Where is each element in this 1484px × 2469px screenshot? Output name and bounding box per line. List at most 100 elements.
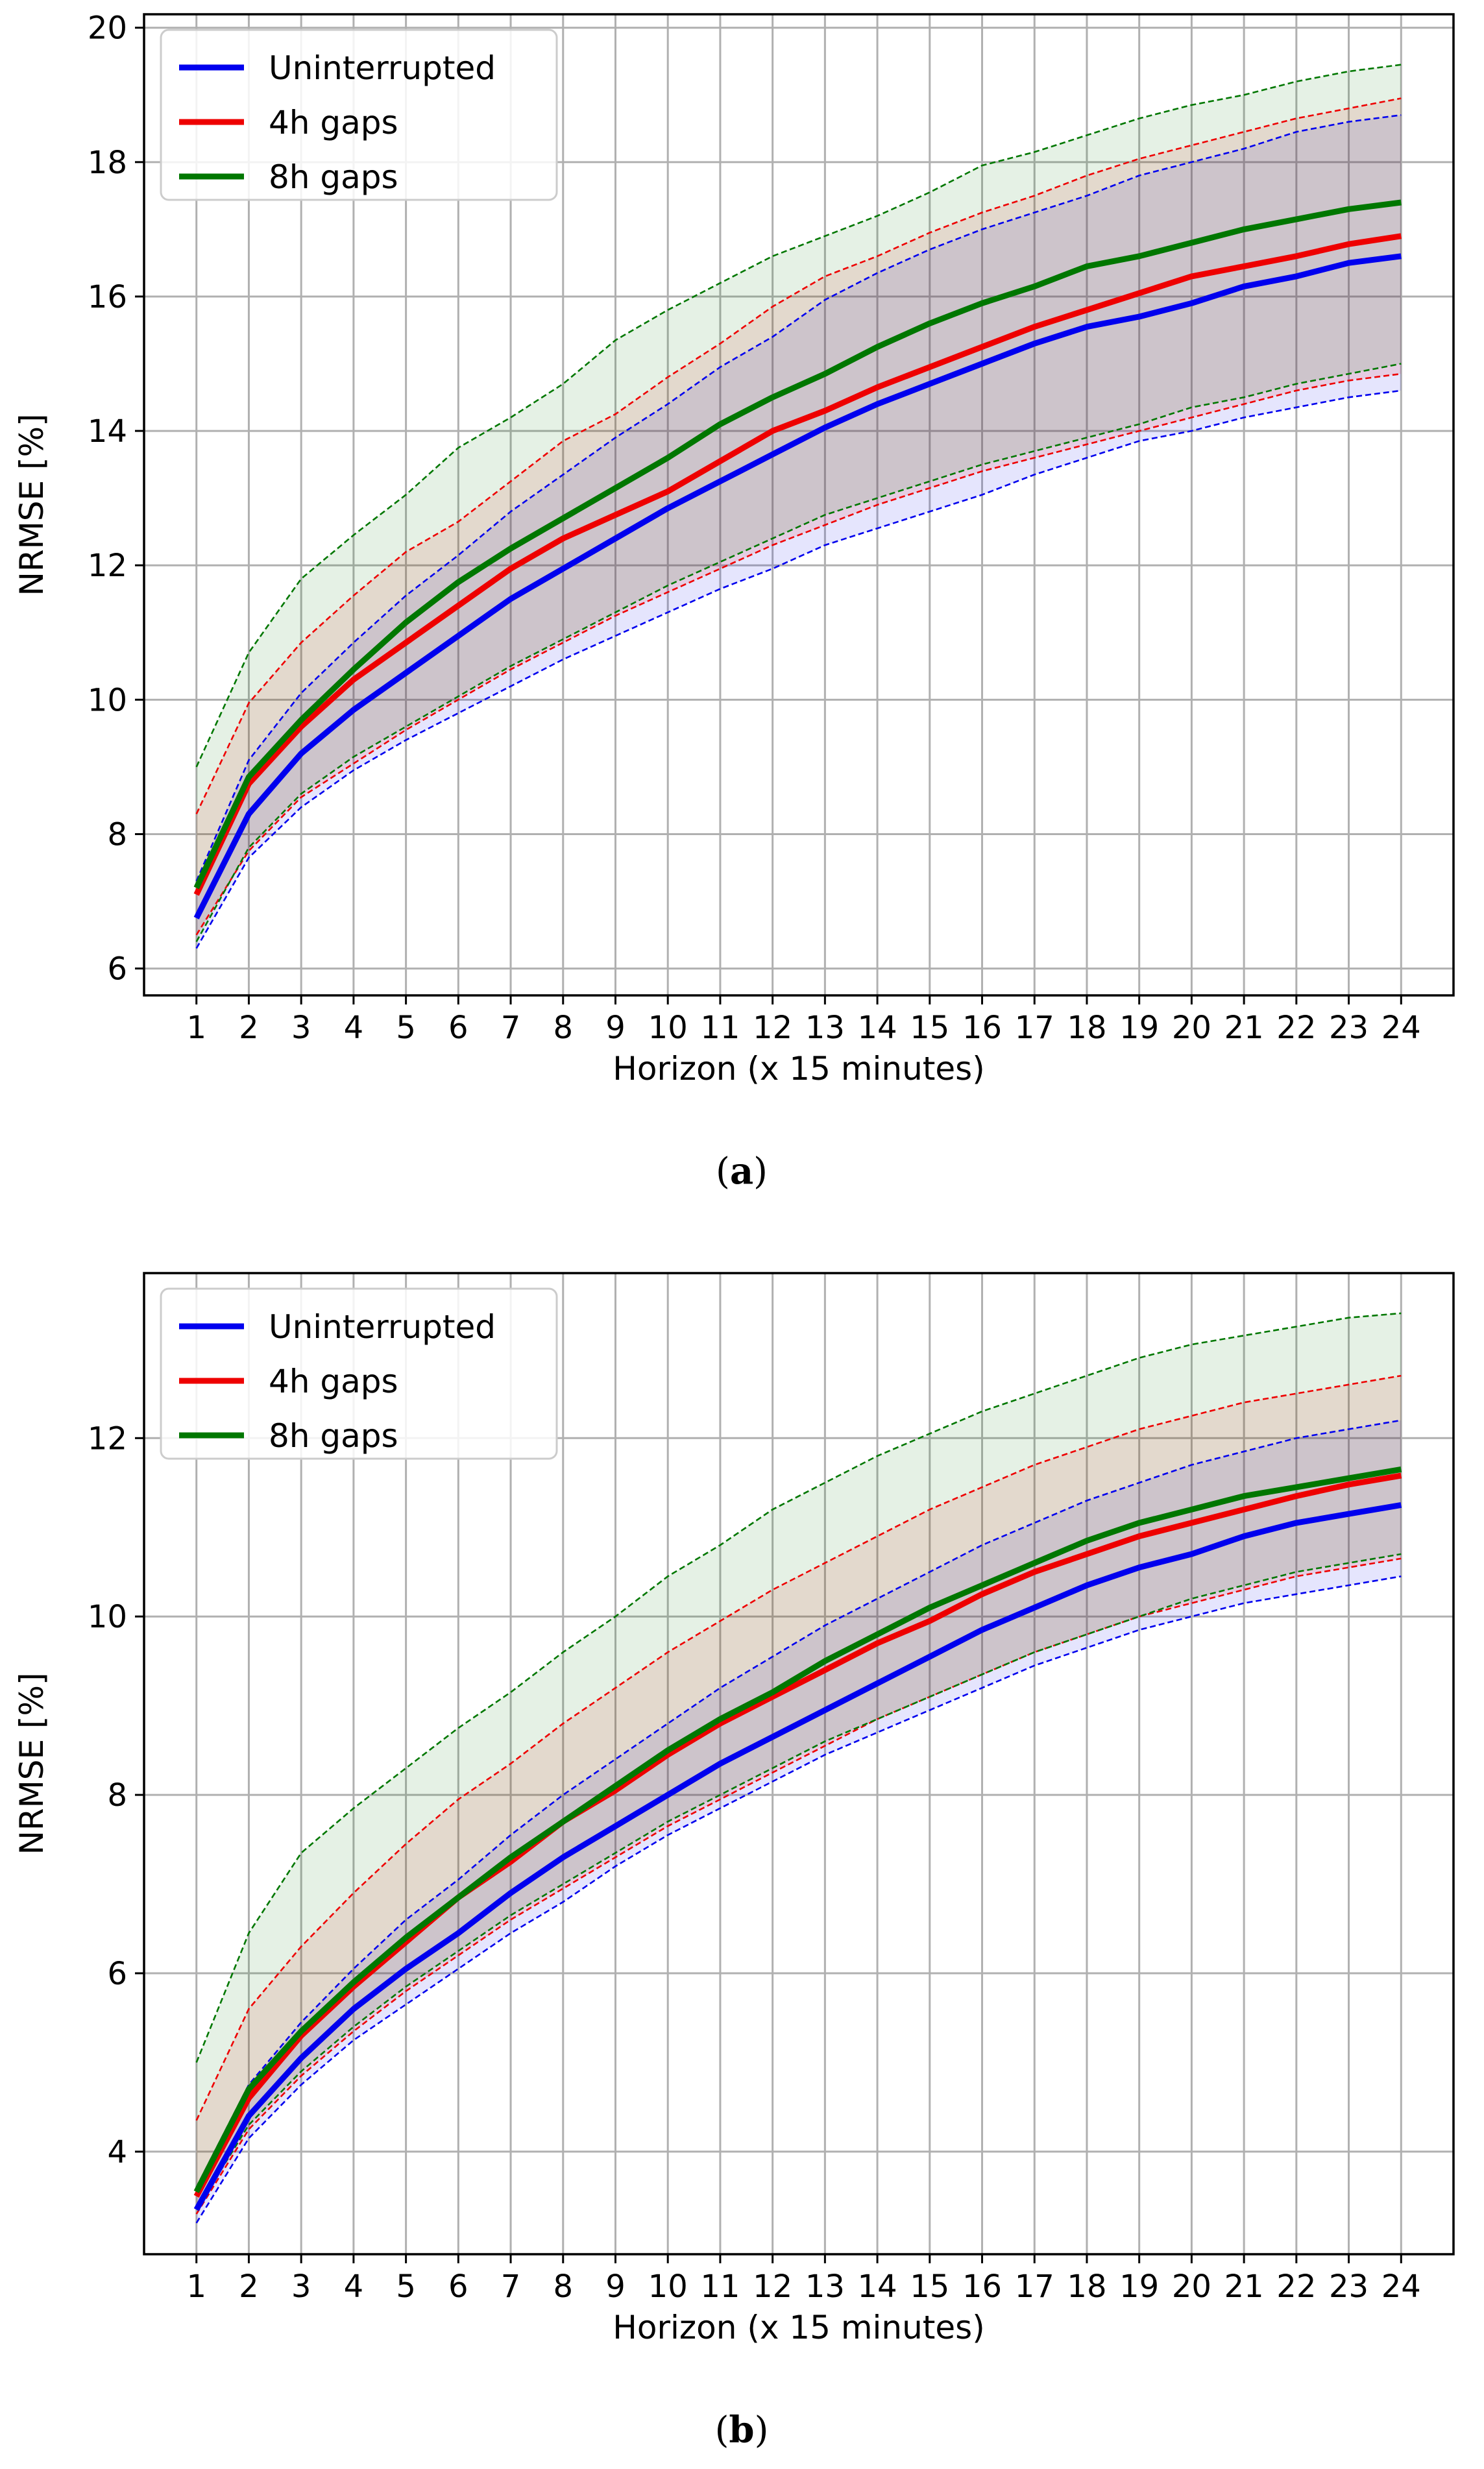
x-tick-label: 10: [648, 2268, 688, 2305]
band-uninterrupted: [196, 1420, 1402, 2223]
x-tick-label: 14: [858, 1010, 897, 1046]
x-tick-label: 15: [910, 1010, 949, 1046]
panel-caption: (a): [716, 1150, 768, 1193]
legend: Uninterrupted 4h gaps 8h gaps: [160, 29, 558, 201]
y-tick-label: 20: [88, 10, 127, 47]
chart-a: 1 2 3 4 5 6 7 8 9 10 11 12 13 14 15 16 17 18 19 20 21 22 23 246…: [13, 10, 1455, 1193]
x-tick-label: 20: [1172, 1010, 1211, 1046]
x-tick-label: 24: [1381, 2268, 1421, 2305]
lower-bound-4h-gaps: [195, 372, 1402, 936]
x-tick-label: 7: [501, 2268, 521, 2305]
chart-b: 1 2 3 4 5 6 7 8 9 10 11 12 13 14 15 16 17 18 19 20 21 22 23 244…: [13, 1272, 1455, 2451]
x-tick-label: 8: [553, 2268, 573, 2305]
y-tick-label: 10: [88, 1599, 127, 1635]
x-tick-label: 13: [805, 2268, 845, 2305]
upper-bound-uninterrupted: [195, 1419, 1402, 2188]
plot-frame: [143, 1272, 1455, 2256]
x-tick-label: 4: [344, 2268, 364, 2305]
x-tick-label: 13: [805, 1010, 845, 1046]
legend: Uninterrupted 4h gaps 8h gaps: [160, 1287, 558, 1460]
x-tick-label: 12: [753, 1010, 792, 1046]
x-tick-label: 17: [1015, 2268, 1054, 2305]
upper-bound-uninterrupted: [195, 114, 1402, 882]
x-tick-label: 9: [605, 2268, 626, 2305]
x-tick-label: 22: [1276, 2268, 1316, 2305]
x-tick-label: 23: [1329, 1010, 1368, 1046]
lower-bound-8h-gaps: [195, 363, 1402, 942]
band-4h-gaps: [196, 1376, 1402, 2215]
x-tick-label: 3: [291, 1010, 311, 1046]
y-tick-label: 6: [107, 951, 127, 988]
x-tick-label: 18: [1067, 2268, 1106, 2305]
x-tick-label: 21: [1224, 2268, 1264, 2305]
upper-bound-4h-gaps: [195, 97, 1402, 814]
x-tick-label: 6: [448, 1010, 468, 1046]
x-tick-label: 2: [239, 1010, 259, 1046]
x-tick-label: 15: [910, 2268, 949, 2305]
upper-bound-8h-gaps: [195, 1312, 1402, 2063]
series-line-8h-gaps: [193, 1466, 1402, 2193]
upper-bound-4h-gaps: [195, 1374, 1402, 2121]
x-tick-label: 9: [605, 1010, 626, 1046]
y-tick-label: 8: [107, 816, 127, 853]
x-tick-label: 4: [344, 1010, 364, 1046]
x-tick-label: 8: [553, 1010, 573, 1046]
x-tick-label: 19: [1119, 2268, 1159, 2305]
y-axis-label: NRMSE [%]: [13, 1672, 51, 1855]
lower-bound-uninterrupted: [195, 1575, 1402, 2224]
x-tick-label: 14: [858, 2268, 897, 2305]
x-tick-label: 22: [1276, 1010, 1316, 1046]
lower-bound-uninterrupted: [195, 389, 1402, 949]
x-tick-label: 20: [1172, 2268, 1211, 2305]
y-tick-label: 8: [107, 1777, 127, 1814]
legend-entry: Uninterrupted: [269, 1308, 496, 1346]
x-tick-label: 6: [448, 2268, 468, 2305]
x-tick-label: 5: [396, 2268, 416, 2305]
x-tick-label: 18: [1067, 1010, 1106, 1046]
y-tick-label: 4: [107, 2134, 127, 2171]
x-axis-label: Horizon (x 15 minutes): [613, 1050, 984, 1088]
y-tick-label: 10: [88, 682, 127, 718]
legend-entry: 8h gaps: [269, 1417, 398, 1455]
x-tick-label: 23: [1329, 2268, 1368, 2305]
y-tick-label: 12: [88, 548, 127, 584]
x-tick-label: 24: [1381, 1010, 1421, 1046]
x-tick-label: 19: [1119, 1010, 1159, 1046]
y-tick-label: 14: [88, 413, 127, 450]
x-tick-label: 16: [962, 2268, 1002, 2305]
upper-bound-8h-gaps: [195, 64, 1402, 768]
band-8h-gaps: [196, 64, 1402, 942]
lower-bound-8h-gaps: [195, 1553, 1402, 2210]
legend-box: [160, 1287, 558, 1460]
y-tick-label: 16: [88, 279, 127, 315]
x-tick-label: 7: [501, 1010, 521, 1046]
plot-frame: [143, 13, 1455, 997]
legend-entry: 4h gaps: [269, 1363, 398, 1400]
x-tick-label: 11: [700, 1010, 740, 1046]
legend-entry: 8h gaps: [269, 158, 398, 196]
x-tick-label: 17: [1015, 1010, 1054, 1046]
x-tick-label: 12: [753, 2268, 792, 2305]
legend-box: [160, 29, 558, 201]
x-tick-label: 11: [700, 2268, 740, 2305]
legend-entry: 4h gaps: [269, 104, 398, 141]
x-tick-label: 10: [648, 1010, 688, 1046]
series-line-uninterrupted: [193, 253, 1402, 919]
series-line-4h-gaps: [193, 1472, 1402, 2198]
x-axis-label: Horizon (x 15 minutes): [613, 2309, 984, 2346]
series-line-uninterrupted: [193, 1502, 1402, 2211]
series-line-8h-gaps: [193, 199, 1402, 890]
x-tick-label: 1: [186, 1010, 206, 1046]
x-tick-label: 1: [186, 2268, 206, 2305]
x-tick-label: 5: [396, 1010, 416, 1046]
y-axis-label: NRMSE [%]: [13, 413, 51, 596]
y-tick-label: 12: [88, 1420, 127, 1457]
x-tick-label: 21: [1224, 1010, 1264, 1046]
y-tick-label: 6: [107, 1956, 127, 1992]
panel-caption: (b): [715, 2409, 769, 2451]
legend-entry: Uninterrupted: [269, 49, 496, 87]
series-line-4h-gaps: [193, 233, 1402, 896]
x-tick-label: 16: [962, 1010, 1002, 1046]
lower-bound-4h-gaps: [195, 1557, 1402, 2215]
